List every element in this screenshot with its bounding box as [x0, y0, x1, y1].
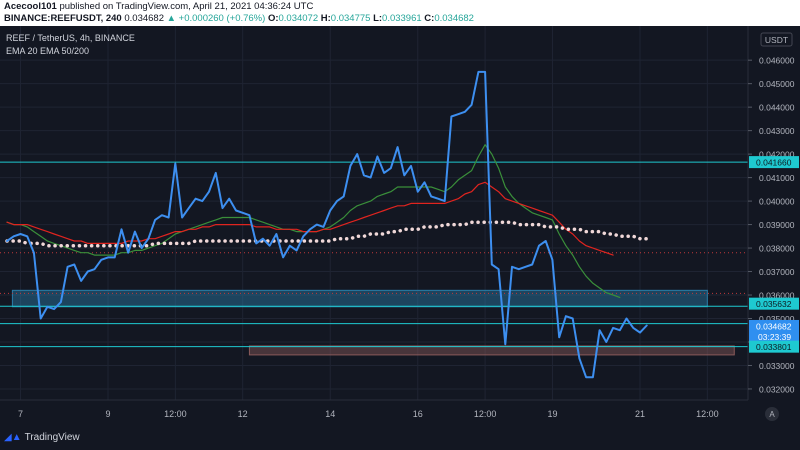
- level-price-label-bg: [749, 297, 799, 310]
- ema200-line: [5, 220, 649, 248]
- price-tick-label: 0.032000: [759, 384, 795, 394]
- author-name[interactable]: Acecool101: [4, 1, 57, 12]
- level-price-label-bg: [749, 156, 799, 169]
- brand-name: TradingView: [24, 432, 80, 443]
- current-price-label: 0.034682: [756, 321, 792, 331]
- time-tick-label: 7: [18, 409, 23, 419]
- last-price: 0.034682: [124, 13, 164, 24]
- level-price-label-bg: [749, 340, 799, 353]
- price-tick-label: 0.035000: [759, 314, 795, 324]
- grid-lines: [0, 26, 748, 400]
- chart-header: Acecool101 published on TradingView.com,…: [0, 0, 800, 26]
- price-chart[interactable]: 0.046000 0.045000 0.044000 0.043000 0.042000…: [0, 26, 800, 427]
- open-label: O:: [267, 13, 279, 24]
- publish-info: published on TradingView.com, April 21, …: [59, 1, 314, 12]
- currency-badge[interactable]: [760, 32, 793, 47]
- legend-symbol: REEF / TetherUS, 4h, BINANCE: [6, 33, 135, 43]
- auto-scale-button[interactable]: [765, 407, 779, 421]
- price-tick-label: 0.036000: [759, 291, 795, 301]
- price-tick-label: 0.033000: [759, 361, 795, 371]
- auto-scale-label: A: [769, 410, 775, 419]
- level-price-label: 0.041660: [756, 158, 792, 168]
- ema50-line: [6, 181, 614, 256]
- price-zones: [11, 289, 735, 356]
- price-tick-label: 0.044000: [759, 103, 795, 113]
- price-tick-label: 0.045000: [759, 79, 795, 89]
- level-price-label: 0.035632: [756, 299, 792, 309]
- price-tick-label: 0.037000: [759, 267, 795, 277]
- currency-badge-label: USDT: [765, 35, 788, 45]
- close-value: 0.034682: [434, 13, 474, 24]
- close-label: C:: [424, 13, 435, 24]
- price-tick-label: 0.046000: [759, 56, 795, 66]
- price-tick-label: 0.039000: [759, 220, 795, 230]
- current-price-label-bg: [749, 319, 799, 343]
- footer-bar: ◢▲ TradingView: [0, 427, 800, 450]
- time-tick-label: 12:00: [164, 409, 187, 419]
- time-tick-label: 14: [325, 409, 335, 419]
- time-tick-label: 19: [547, 409, 557, 419]
- level-price-label: 0.033801: [756, 342, 792, 352]
- low-zone: [248, 345, 735, 356]
- time-tick-label: 21: [635, 409, 645, 419]
- time-tick-label: 9: [106, 409, 111, 419]
- legend-indicators: EMA 20 EMA 50/200: [6, 46, 89, 56]
- time-tick-label: 12:00: [474, 409, 497, 419]
- high-value: 0.034775: [330, 13, 371, 24]
- support-zone: [11, 289, 708, 308]
- price-tick-label: 0.041000: [759, 173, 795, 183]
- low-value: 0.033961: [382, 13, 422, 24]
- countdown-label: 03:23:39: [758, 332, 791, 342]
- open-value: 0.034072: [278, 13, 319, 24]
- chart-legend: REEF / TetherUS, 4h, BINANCE EMA 20 EMA …: [6, 33, 135, 56]
- high-label: H:: [320, 13, 331, 24]
- symbol-label: BINANCE:REEFUSDT, 240: [4, 13, 122, 24]
- low-label: L:: [373, 13, 383, 24]
- price-tick-label: 0.040000: [759, 197, 795, 207]
- time-tick-label: 16: [413, 409, 423, 419]
- price-line[interactable]: [6, 70, 648, 379]
- chart-series: [5, 70, 649, 379]
- time-axis: 7 9 12:00 12 14 16 12:00 19 21 12:00 A: [0, 399, 779, 421]
- tradingview-icon: ◢▲: [4, 432, 22, 443]
- price-tick-label: 0.043000: [759, 126, 795, 136]
- price-tick-label: 0.038000: [759, 244, 795, 254]
- time-tick-label: 12:00: [696, 409, 719, 419]
- tradingview-logo[interactable]: ◢▲ TradingView: [4, 432, 80, 443]
- price-tick-label: 0.042000: [759, 150, 795, 160]
- ema20-line: [6, 144, 621, 298]
- price-change: ▲ +0.000260 (+0.76%): [166, 13, 266, 24]
- time-tick-label: 12: [238, 409, 248, 419]
- price-axis: 0.046000 0.045000 0.044000 0.043000 0.042000…: [747, 26, 799, 400]
